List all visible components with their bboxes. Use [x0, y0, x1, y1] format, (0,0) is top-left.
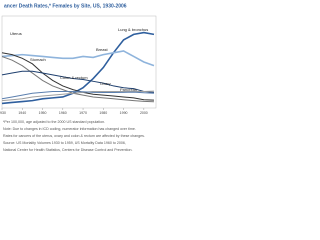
series-label: Colon & rectum	[60, 75, 88, 80]
series-line	[1, 90, 154, 100]
x-tick-label: 1960	[59, 111, 67, 115]
x-tick-label: 1940	[18, 111, 26, 115]
x-tick-label: 1980	[99, 111, 107, 115]
series-label: Uterus	[10, 31, 22, 36]
footnote: National Center for Health Statistics, C…	[3, 148, 132, 152]
footnote: Note: Due to changes in ICD coding, nume…	[3, 127, 136, 131]
footnote: Rates for cancers of the uterus, ovary a…	[3, 134, 145, 138]
x-tick-label: 1990	[120, 111, 128, 115]
chart-title: ancer Death Rates,* Females by Site, US,…	[4, 3, 127, 9]
x-tick-label: 2000	[140, 111, 148, 115]
x-tick-label: 1930	[0, 111, 6, 115]
chart: ancer Death Rates,* Females by Site, US,…	[0, 3, 157, 152]
series-label: Ovary	[100, 81, 111, 86]
series-line	[1, 50, 155, 67]
series-line	[1, 52, 154, 101]
series-label: Breast	[96, 47, 108, 52]
series-label: Pancreas	[120, 87, 137, 92]
series-label: Lung & bronchus	[118, 27, 148, 32]
x-tick-label: 1970	[79, 111, 87, 115]
x-tick-label: 1950	[39, 111, 47, 115]
series-line	[1, 70, 155, 93]
footnote: *Per 100,000, age adjusted to the 2000 U…	[3, 120, 105, 124]
series-label: Stomach	[30, 57, 46, 62]
series-line	[1, 56, 154, 103]
footnote: Source: US Mortality Volumes 1930 to 195…	[3, 141, 126, 145]
plot-frame	[1, 15, 157, 109]
series-line	[1, 90, 154, 102]
